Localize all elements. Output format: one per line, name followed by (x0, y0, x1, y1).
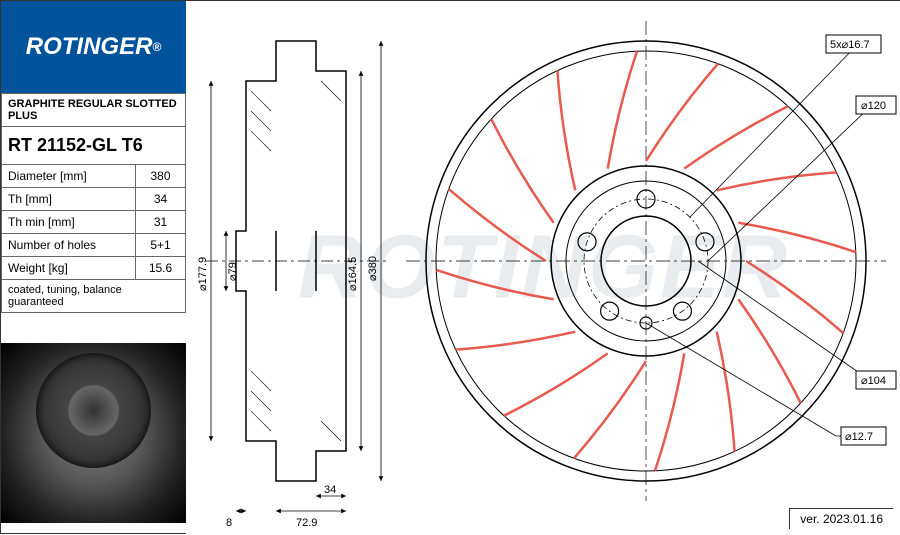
brand-name: ROTINGER (26, 33, 153, 61)
front-view: 5x⌀16.7 ⌀120 ⌀104 ⌀12.7 (406, 21, 896, 501)
spec-label: Weight [kg] (2, 257, 136, 280)
spec-value: 5+1 (136, 234, 186, 257)
callout-d12: ⌀12.7 (845, 431, 873, 443)
spec-value: 31 (136, 211, 186, 234)
spec-label: Th min [mm] (2, 211, 136, 234)
dim-t34: 34 (324, 484, 336, 496)
spec-value: 380 (136, 165, 186, 188)
reg-mark: ® (152, 40, 161, 54)
part-number: RT 21152-GL T6 (2, 127, 186, 165)
spec-label: Th [mm] (2, 188, 136, 211)
spec-value: 15.6 (136, 257, 186, 280)
drawing-svg: ⌀177.9 ⌀79 ⌀164.5 ⌀380 34 8 72.9 (186, 1, 900, 535)
dim-d79: ⌀79 (227, 262, 239, 281)
spec-table: GRAPHITE REGULAR SLOTTED PLUS RT 21152-G… (1, 93, 186, 313)
callout-holes: 5x⌀16.7 (830, 39, 870, 51)
dim-d380: ⌀380 (367, 256, 379, 281)
spec-label: Diameter [mm] (2, 165, 136, 188)
dim-d164: ⌀164.5 (347, 257, 359, 291)
product-line: GRAPHITE REGULAR SLOTTED PLUS (2, 94, 186, 127)
callout-d120: ⌀120 (861, 100, 886, 112)
spec-value: 34 (136, 188, 186, 211)
callout-d104: ⌀104 (861, 375, 886, 387)
brand-logo: ROTINGER® (1, 1, 186, 93)
dim-d177: ⌀177.9 (197, 257, 209, 291)
product-thumbnail (1, 343, 186, 523)
dim-w72: 72.9 (296, 517, 317, 529)
side-view: ⌀177.9 ⌀79 ⌀164.5 ⌀380 34 8 72.9 (197, 41, 386, 529)
dim-t8: 8 (226, 517, 232, 529)
spec-label: Number of holes (2, 234, 136, 257)
spec-note: coated, tuning, balance guaranteed (2, 280, 186, 313)
technical-drawing: ROTINGER (186, 1, 900, 535)
